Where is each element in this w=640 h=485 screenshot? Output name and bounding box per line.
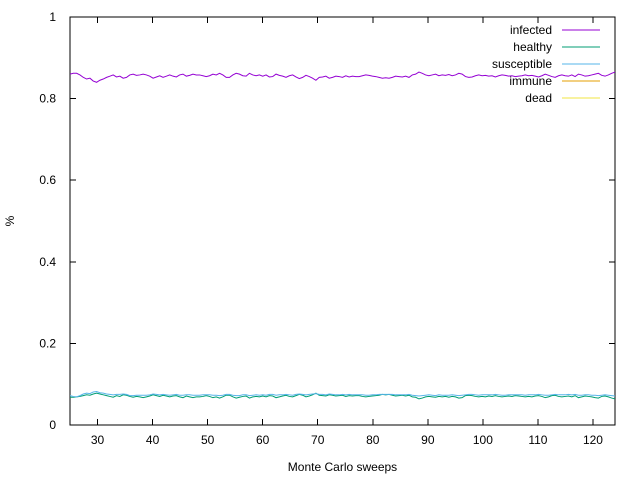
x-tick-label: 30 [91,433,105,447]
y-tick-label: 0 [49,418,56,432]
x-tick-label: 110 [528,433,547,447]
x-tick-label: 100 [473,433,493,447]
legend-label-dead: dead [525,91,552,105]
y-tick-label: 0.8 [39,92,56,106]
x-axis-ticks: 30 40 50 60 70 80 90 100 110 120 [91,17,603,447]
plot-frame [69,16,616,426]
x-tick-label: 60 [256,433,270,447]
x-axis-label: Monte Carlo sweeps [288,460,397,474]
legend-label-infected: infected [510,23,552,37]
x-tick-label: 80 [366,433,380,447]
series-line-healthy [70,392,615,400]
y-tick-label: 0.6 [39,173,56,187]
y-tick-label: 1 [49,10,56,24]
y-axis-label: % [3,215,17,226]
y-tick-label: 0.2 [39,336,56,350]
legend: infected healthy susceptible immune dead [492,23,600,105]
plot-frame-group [69,16,616,426]
y-tick-label: 0.4 [39,255,56,269]
legend-label-healthy: healthy [513,40,552,54]
series-lines [70,71,615,400]
x-tick-label: 90 [421,433,435,447]
series-line-susceptible [70,391,615,398]
x-tick-label: 70 [311,433,325,447]
series-line-infected [70,71,615,83]
y-axis-ticks: 0 0.2 0.4 0.6 0.8 1 [39,10,615,432]
x-tick-label: 50 [201,433,215,447]
x-tick-label: 40 [146,433,160,447]
legend-label-susceptible: susceptible [492,57,552,71]
legend-label-immune: immune [509,74,552,88]
x-tick-label: 120 [583,433,603,447]
